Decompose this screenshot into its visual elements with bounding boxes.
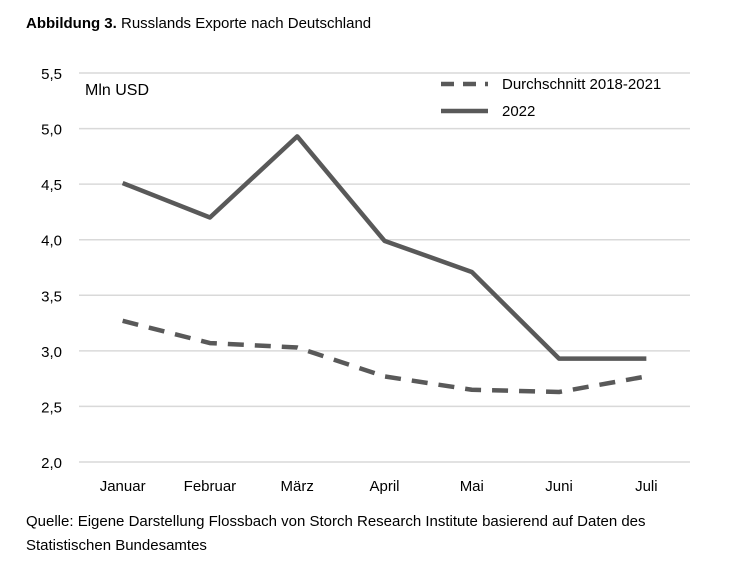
figure-title: Russlands Exporte nach Deutschland <box>121 15 372 32</box>
y-tick-label: 4,0 <box>41 233 62 250</box>
x-axis-ticks: Januar Februar März April Mai Juni Juli <box>100 478 658 495</box>
y-tick-label: 2,5 <box>41 399 62 416</box>
x-tick-label: Januar <box>100 478 146 495</box>
data-point <box>383 374 387 378</box>
figure-label: Abbildung 3. <box>26 15 117 32</box>
x-tick-label: April <box>369 478 399 495</box>
line-chart: 2,0 2,5 3,0 3,5 4,0 4,5 5,0 5,5 Januar Februar Mä… <box>41 66 690 495</box>
data-point <box>644 357 648 361</box>
chart-title: Abbildung 3. Russlands Exporte nach Deut… <box>26 14 371 34</box>
legend-label-1: 2022 <box>502 103 535 120</box>
series-line-1 <box>121 134 647 361</box>
data-point <box>557 390 561 394</box>
data-point <box>383 239 387 243</box>
series <box>121 134 648 395</box>
data-point <box>644 374 648 378</box>
data-point <box>121 319 125 323</box>
x-tick-label: März <box>281 478 314 495</box>
y-tick-label: 5,0 <box>41 122 62 139</box>
unit-label: Mln USD <box>85 82 149 99</box>
data-point <box>295 134 299 138</box>
y-tick-label: 3,5 <box>41 288 62 305</box>
x-tick-label: Februar <box>184 478 237 495</box>
gridlines <box>79 72 690 463</box>
data-point <box>557 357 561 361</box>
y-tick-label: 5,5 <box>41 66 62 83</box>
data-point <box>295 346 299 350</box>
y-tick-label: 2,0 <box>41 455 62 472</box>
data-point <box>208 215 212 219</box>
data-point <box>470 270 474 274</box>
source-note: Quelle: Eigene Darstellung Flossbach von… <box>26 513 646 554</box>
data-point <box>470 388 474 392</box>
y-tick-label: 3,0 <box>41 344 62 361</box>
series-line-0 <box>122 318 647 395</box>
y-axis-ticks: 2,0 2,5 3,0 3,5 4,0 4,5 5,0 5,5 <box>41 66 62 472</box>
x-tick-label: Juli <box>635 478 658 495</box>
legend: Durchschnitt 2018-2021 2022 <box>441 76 661 120</box>
legend-label-0: Durchschnitt 2018-2021 <box>502 76 661 93</box>
x-tick-label: Juni <box>545 478 573 495</box>
y-tick-label: 4,5 <box>41 177 62 194</box>
data-point <box>208 341 212 345</box>
x-tick-label: Mai <box>460 478 484 495</box>
data-point <box>121 181 125 185</box>
